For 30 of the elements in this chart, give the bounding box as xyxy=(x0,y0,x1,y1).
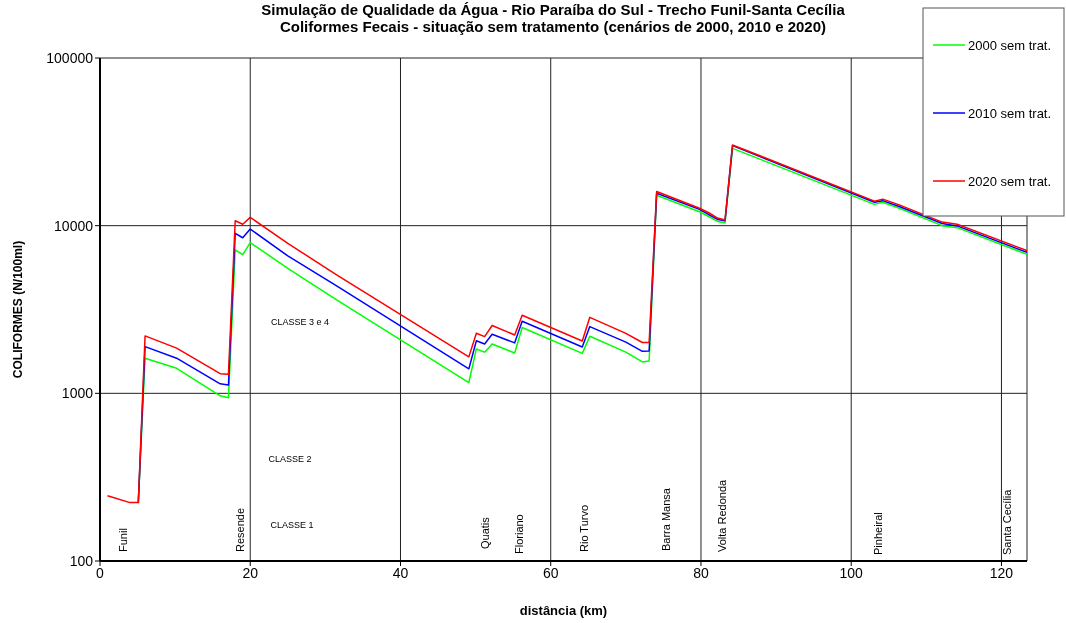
annotation: CLASSE 2 xyxy=(268,454,312,464)
x-tick-label: 80 xyxy=(693,564,709,581)
chart-subtitle: Coliformes Fecais - situação sem tratamento (cenários de 2000, 2010 e 2020) xyxy=(278,18,828,35)
legend-label: 2010 sem trat. xyxy=(968,105,1052,121)
y-axis-title: COLIFORMES (N/100ml) xyxy=(11,240,25,379)
y-tick-label: 100000 xyxy=(46,49,94,66)
x-tick-label: 100 xyxy=(839,564,864,581)
x-tick-label: 60 xyxy=(542,564,559,581)
x-tick-label: 40 xyxy=(392,564,409,581)
annotation: Quatis xyxy=(479,516,491,549)
annotation: Rio Turvo xyxy=(578,504,590,552)
legend-label: 2020 sem trat. xyxy=(968,173,1052,189)
annotation: CLASSE 1 xyxy=(270,520,314,530)
annotation: Barra Mansa xyxy=(660,487,672,551)
x-axis-title: distância (km) xyxy=(519,602,608,618)
annotation: CLASSE 3 e 4 xyxy=(270,317,330,327)
annotation: Santa Cecília xyxy=(1001,488,1013,555)
legend-label: 2000 sem trat. xyxy=(968,37,1052,53)
y-tick-label: 10000 xyxy=(54,217,94,234)
chart-title: Simulação de Qualidade da Água - Rio Paraíba do Sul - Trecho Funil-Santa Cecília xyxy=(260,1,846,18)
x-tick-label: 0 xyxy=(96,564,105,581)
annotation: Floriano xyxy=(513,514,525,554)
annotation: Volta Redonda xyxy=(716,478,728,552)
x-tick-label: 120 xyxy=(989,564,1014,581)
x-tick-label: 20 xyxy=(242,564,259,581)
annotation: Resende xyxy=(234,507,246,552)
annotation: Pinheiral xyxy=(872,512,884,555)
y-tick-label: 1000 xyxy=(61,385,94,402)
y-tick-label: 100 xyxy=(69,552,94,569)
annotation: Funil xyxy=(117,528,129,552)
